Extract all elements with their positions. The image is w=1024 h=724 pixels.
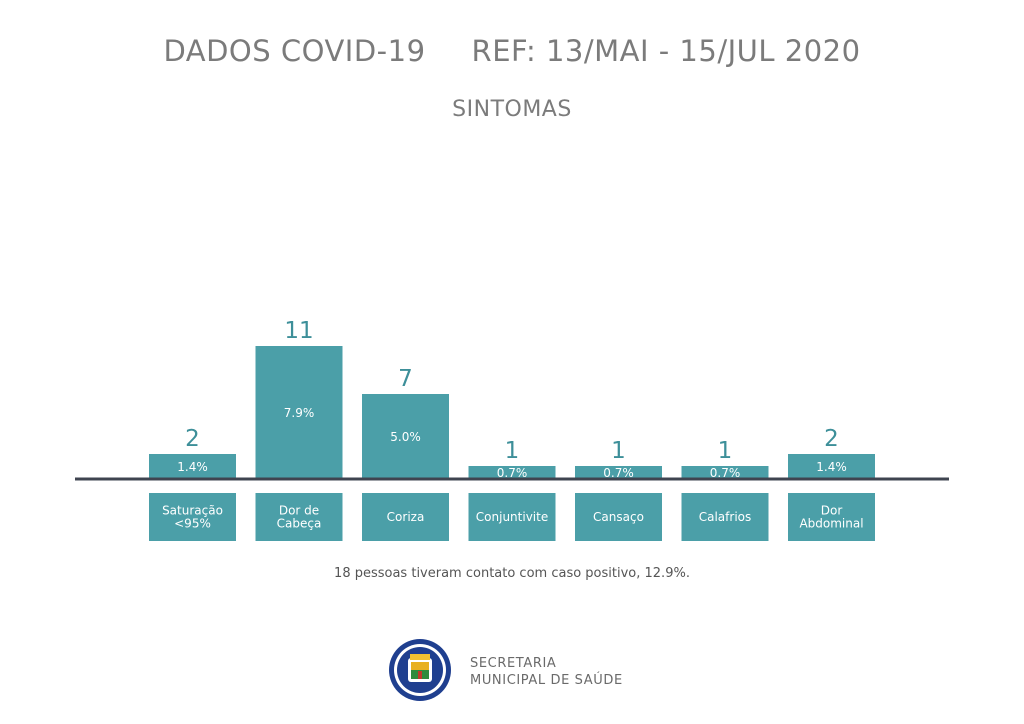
bar-value-label: 7: [398, 366, 413, 392]
bar-percent-label: 7.9%: [284, 406, 315, 420]
category-label: Calafrios: [699, 510, 752, 524]
bar-value-label: 11: [284, 318, 313, 344]
city-coat-of-arms-icon: [389, 639, 451, 701]
bar: [575, 466, 662, 478]
category-label: Saturação: [162, 504, 223, 518]
category-label-box: [468, 493, 556, 541]
category-label-box: [788, 493, 875, 541]
bar-percent-label: 5.0%: [390, 430, 421, 444]
category-label: Abdominal: [799, 517, 863, 531]
chart-subtitle: SINTOMAS: [452, 97, 572, 122]
footer-line-1: SECRETARIA: [470, 656, 557, 671]
footer-line-2: MUNICIPAL DE SAÚDE: [470, 673, 623, 688]
reference-period: REF: 13/MAI - 15/JUL 2020: [471, 34, 861, 68]
category-label-box: [255, 493, 343, 541]
category-label: <95%: [174, 517, 211, 531]
bar: [149, 454, 236, 478]
bar-value-label: 2: [824, 426, 839, 452]
symptoms-bar-chart: 21.4%Saturação<95%117.9%Dor deCabeça75.0…: [75, 318, 949, 541]
footer-institution: SECRETARIA MUNICIPAL DE SAÚDE: [470, 655, 623, 689]
bar: [788, 454, 875, 478]
category-label: Dor: [821, 504, 843, 518]
bar-value-label: 1: [718, 438, 733, 464]
bar-percent-label: 0.7%: [497, 466, 528, 480]
bar: [681, 466, 769, 478]
bar: [362, 394, 449, 478]
bar-percent-label: 0.7%: [710, 466, 741, 480]
category-label-box: [149, 493, 236, 541]
title-text: DADOS COVID-19: [163, 34, 426, 68]
bar-value-label: 1: [505, 438, 520, 464]
category-label: Cabeça: [277, 517, 322, 531]
bar-percent-label: 1.4%: [816, 460, 847, 474]
contact-note: 18 pessoas tiveram contato com caso posi…: [334, 566, 690, 581]
bar-value-label: 1: [611, 438, 626, 464]
category-label-box: [362, 493, 449, 541]
chart-title: DADOS COVID-19 REF: 13/MAI - 15/JUL 2020: [0, 34, 1024, 68]
category-label: Coriza: [387, 510, 425, 524]
bar-value-label: 2: [185, 426, 200, 452]
category-label: Dor de: [279, 504, 319, 518]
category-label-box: [575, 493, 662, 541]
bar-percent-label: 0.7%: [603, 466, 634, 480]
bar: [255, 346, 343, 478]
bar-percent-label: 1.4%: [177, 460, 208, 474]
category-label: Cansaço: [593, 510, 644, 524]
category-label: Conjuntivite: [476, 510, 548, 524]
category-label-box: [681, 493, 769, 541]
bar: [468, 466, 556, 478]
